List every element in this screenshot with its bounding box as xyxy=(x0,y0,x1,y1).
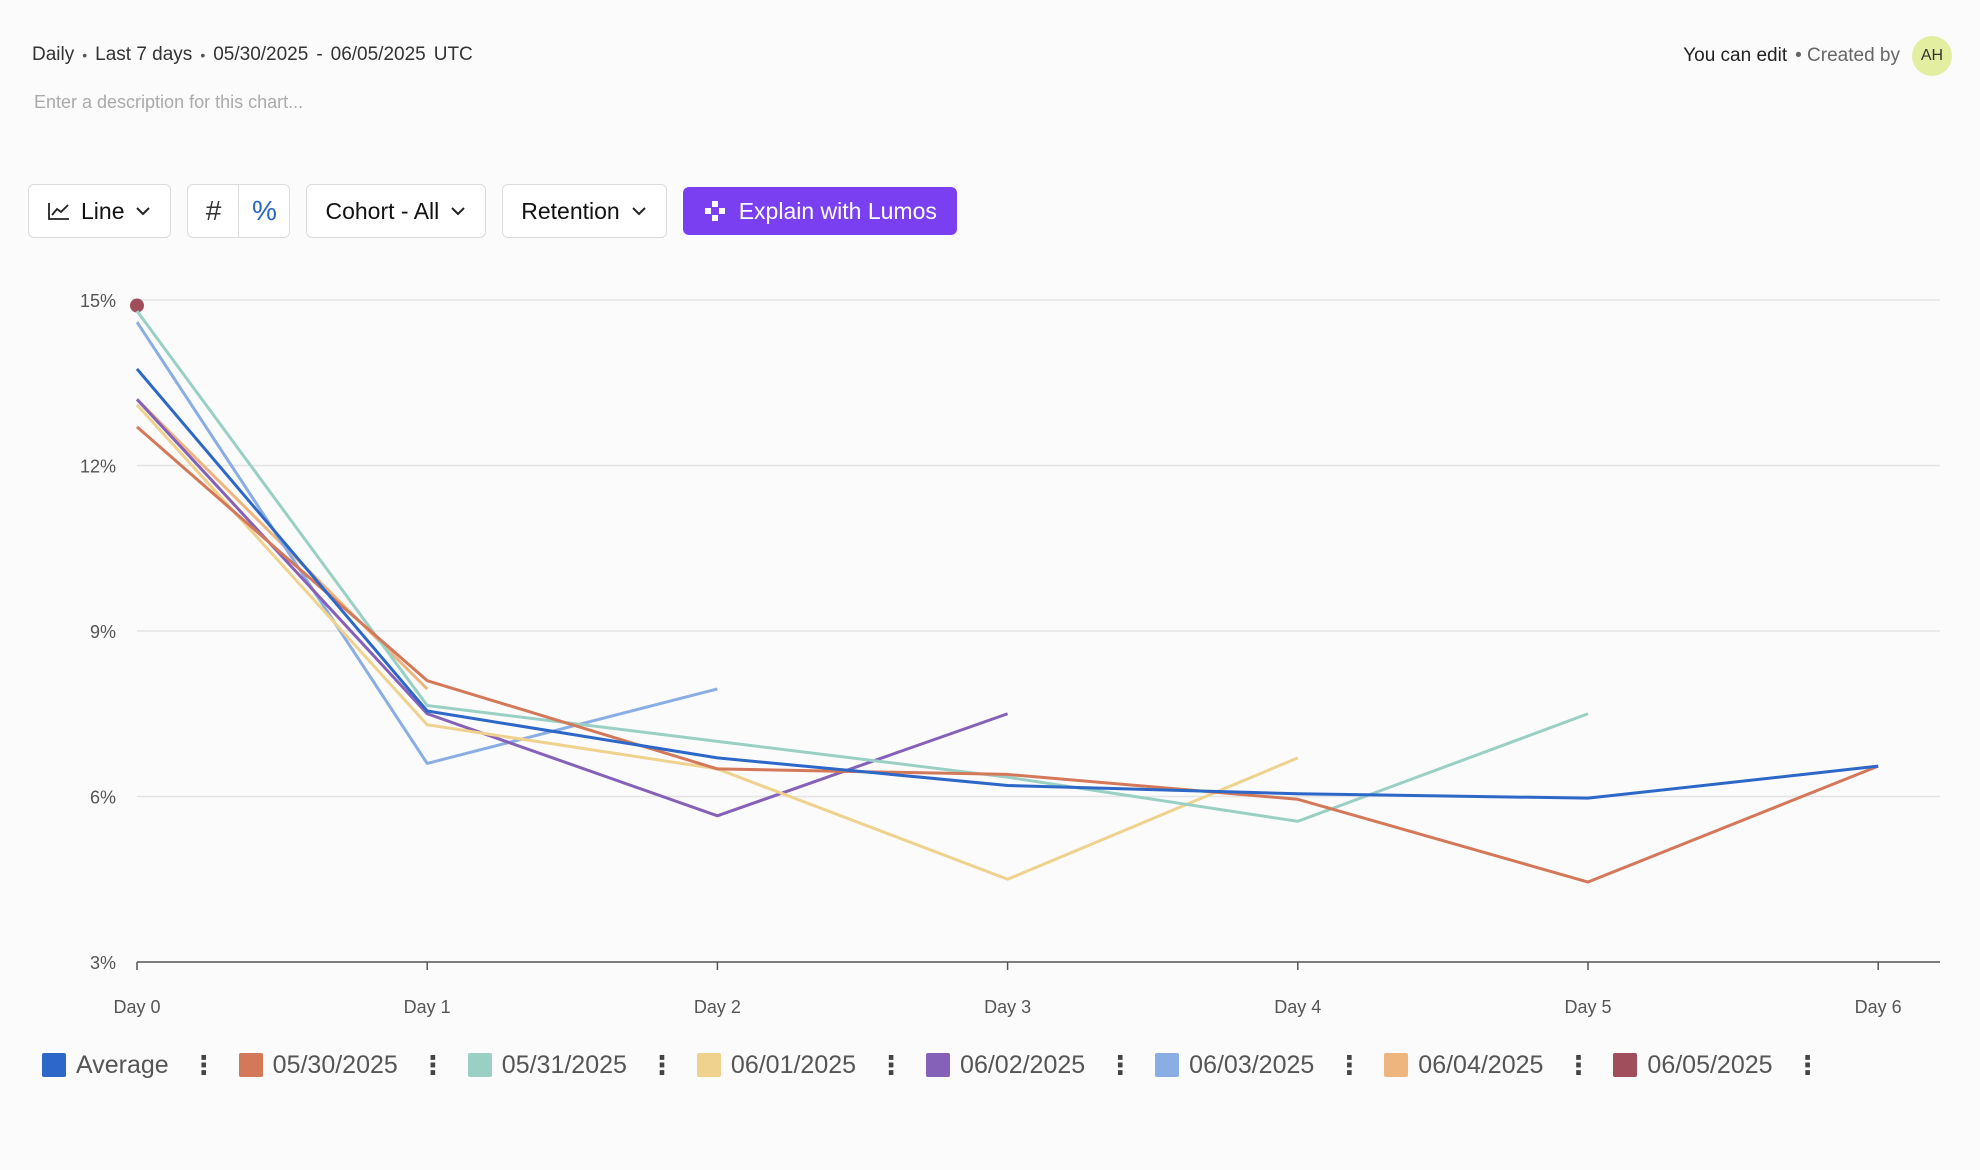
x-tick-label: Day 4 xyxy=(1274,997,1321,1017)
chart-area: 3% 6% 9% 12% 15% Day 0 Day 1 Day 2 Day 3 Day 4 Day… xyxy=(0,260,1980,1045)
legend-label: Average xyxy=(76,1050,169,1079)
legend-label: 06/02/2025 xyxy=(960,1050,1086,1079)
avatar[interactable]: AH xyxy=(1912,36,1952,76)
granularity-label[interactable]: Daily xyxy=(32,44,75,65)
y-tick-label: 3% xyxy=(90,953,116,973)
x-tick-label: Day 2 xyxy=(694,997,741,1017)
y-tick-label: 15% xyxy=(80,291,116,311)
y-tick-label: 9% xyxy=(90,622,116,642)
legend-swatch xyxy=(42,1053,66,1077)
description-input[interactable]: Enter a description for this chart... xyxy=(34,92,304,112)
sparkle-icon xyxy=(704,201,725,221)
chart-type-dropdown[interactable]: Line xyxy=(28,184,172,238)
lumos-label: Explain with Lumos xyxy=(738,197,937,224)
x-tick-label: Day 0 xyxy=(113,997,160,1017)
kebab-menu-icon[interactable]: ⋮ xyxy=(1107,1049,1134,1080)
chevron-down-icon xyxy=(632,207,646,216)
explain-with-lumos-button[interactable]: Explain with Lumos xyxy=(682,187,957,235)
chevron-down-icon xyxy=(451,207,465,216)
legend-item[interactable]: 05/30/2025 ⋮ xyxy=(238,1046,446,1084)
legend-label: 05/31/2025 xyxy=(501,1050,627,1079)
legend-swatch xyxy=(238,1053,263,1077)
y-tick-label: 12% xyxy=(80,457,116,477)
metric-dropdown[interactable]: Retention xyxy=(502,184,667,238)
x-tick-label: Day 3 xyxy=(984,997,1031,1017)
end-date[interactable]: 06/05/2025 xyxy=(330,44,426,65)
legend-item[interactable]: 06/01/2025 ⋮ xyxy=(696,1046,905,1084)
legend-swatch xyxy=(1155,1053,1180,1077)
date-dash: - xyxy=(316,44,323,65)
percent-toggle-button[interactable]: % xyxy=(238,185,289,237)
series-average-line xyxy=(135,367,1879,800)
series-06-02-2025-line xyxy=(135,398,1009,818)
created-by-text: Created by xyxy=(1807,45,1900,66)
legend-label: 05/30/2025 xyxy=(272,1050,398,1079)
series-06-05-2025-point xyxy=(130,298,144,313)
legend-swatch xyxy=(1384,1053,1409,1077)
legend-swatch xyxy=(1613,1053,1638,1077)
legend-item[interactable]: Average ⋮ xyxy=(42,1046,217,1084)
legend-item[interactable]: 05/31/2025 ⋮ xyxy=(467,1046,675,1084)
chart-type-label: Line xyxy=(81,197,125,224)
legend-item[interactable]: 06/03/2025 ⋮ xyxy=(1155,1046,1362,1084)
chart-toolbar: Line # % Cohort - All Retention Explain … xyxy=(28,184,957,238)
cohort-label: Cohort - All xyxy=(325,197,440,224)
legend-swatch xyxy=(467,1053,492,1077)
retention-line-chart: 3% 6% 9% 12% 15% Day 0 Day 1 Day 2 Day 3 Day 4 Day… xyxy=(80,291,1940,1017)
series-05-30-2025-line xyxy=(136,425,1879,884)
created-by-label: • Created by xyxy=(1795,45,1900,66)
chart-meta: Daily • Last 7 days • 05/30/2025 - 06/05… xyxy=(32,44,473,66)
kebab-menu-icon[interactable]: ⋮ xyxy=(1794,1049,1821,1080)
x-tick-label: Day 6 xyxy=(1855,997,1902,1017)
series-05-31-2025-line xyxy=(135,310,1589,823)
cohort-dropdown[interactable]: Cohort - All xyxy=(306,184,487,238)
legend-label: 06/01/2025 xyxy=(730,1050,857,1079)
kebab-menu-icon[interactable]: ⋮ xyxy=(648,1049,675,1080)
permission-label: You can edit xyxy=(1683,45,1788,66)
separator-dot: • xyxy=(200,47,206,63)
separator-dot: • xyxy=(82,47,88,63)
kebab-menu-icon[interactable]: ⋮ xyxy=(419,1049,446,1080)
legend-label: 06/05/2025 xyxy=(1647,1050,1773,1079)
value-format-toggle: # % xyxy=(187,184,291,238)
legend-item[interactable]: 06/05/2025 ⋮ xyxy=(1613,1046,1821,1084)
line-chart-icon xyxy=(48,203,69,220)
legend-swatch xyxy=(696,1053,721,1077)
legend-item[interactable]: 06/02/2025 ⋮ xyxy=(926,1046,1133,1084)
legend-swatch xyxy=(926,1053,951,1077)
timezone-label: UTC xyxy=(433,44,473,65)
y-tick-label: 6% xyxy=(90,788,116,808)
legend-item[interactable]: 06/04/2025 ⋮ xyxy=(1384,1046,1591,1084)
chart-legend: Average ⋮ 05/30/2025 ⋮ 05/31/2025 ⋮ 06/01/2025… xyxy=(42,1046,1942,1084)
kebab-menu-icon[interactable]: ⋮ xyxy=(190,1049,217,1080)
owner-info: You can edit • Created by AH xyxy=(1683,36,1952,76)
chevron-down-icon xyxy=(136,207,151,216)
metric-label: Retention xyxy=(521,197,620,224)
legend-label: 06/04/2025 xyxy=(1418,1050,1544,1079)
x-tick-label: Day 1 xyxy=(404,997,451,1017)
range-label[interactable]: Last 7 days xyxy=(95,44,193,65)
series-06-01-2025-line xyxy=(135,403,1299,881)
x-tick-label: Day 5 xyxy=(1564,997,1611,1017)
series-06-03-2025-line xyxy=(135,321,718,765)
kebab-menu-icon[interactable]: ⋮ xyxy=(878,1049,905,1080)
kebab-menu-icon[interactable]: ⋮ xyxy=(1336,1049,1363,1080)
kebab-menu-icon[interactable]: ⋮ xyxy=(1565,1049,1592,1080)
count-toggle-button[interactable]: # xyxy=(205,195,222,226)
legend-label: 06/03/2025 xyxy=(1189,1050,1315,1079)
start-date[interactable]: 05/30/2025 xyxy=(213,44,309,65)
